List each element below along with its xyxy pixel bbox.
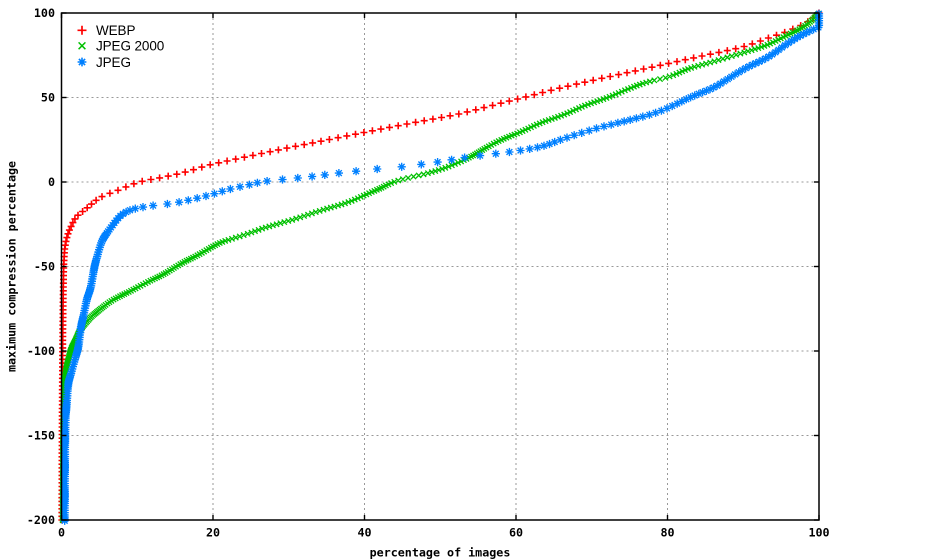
y-tick-label: -200 xyxy=(27,513,55,527)
plot-frame xyxy=(60,12,820,521)
y-tick-label: -50 xyxy=(34,260,55,274)
legend-label: JPEG xyxy=(96,55,131,70)
legend-label: JPEG 2000 xyxy=(96,39,164,54)
series-jpeg xyxy=(60,9,824,525)
series-layer xyxy=(58,9,824,525)
x-tick-label: 20 xyxy=(206,526,220,540)
y-tick-label: -100 xyxy=(27,344,55,358)
legend-row-webp: WEBP xyxy=(77,23,136,38)
legend-marker-plus xyxy=(77,25,87,35)
x-tick-label: 60 xyxy=(509,526,523,540)
tick-labels: 0 20 40 60 80 100 -200 -150 -100 -50 0 50 100 xyxy=(27,6,830,539)
axis-titles: percentage of images maximum compression… xyxy=(5,161,511,560)
x-tick-label: 100 xyxy=(808,526,829,540)
legend-marker-cross xyxy=(78,41,86,50)
x-tick-label: 0 xyxy=(58,526,65,540)
y-tick-label: -150 xyxy=(27,429,55,443)
x-tick-label: 80 xyxy=(660,526,674,540)
legend-label: WEBP xyxy=(96,23,135,38)
x-tick-label: 40 xyxy=(357,526,371,540)
legend-row-jpeg: JPEG xyxy=(77,55,131,70)
x-axis-title: percentage of images xyxy=(370,546,511,560)
y-tick-label: 0 xyxy=(48,175,55,189)
legend-marker-center xyxy=(80,60,84,64)
y-axis-title: maximum compression percentage xyxy=(5,161,19,372)
y-tick-label: 50 xyxy=(41,91,55,105)
y-tick-label: 100 xyxy=(34,6,55,20)
legend-row-jpeg-2000: JPEG 2000 xyxy=(78,39,164,54)
